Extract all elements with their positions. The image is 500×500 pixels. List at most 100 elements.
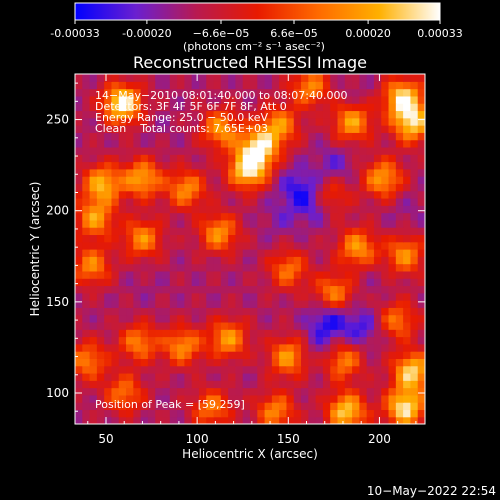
heatmap-cell [322, 227, 331, 236]
heatmap-cell [293, 300, 302, 308]
heatmap-cell [213, 227, 222, 236]
heatmap-cell [344, 183, 353, 192]
heatmap-cell [359, 307, 368, 316]
heatmap-cell [250, 358, 258, 367]
heatmap-cell [417, 351, 425, 359]
heatmap-cell [228, 249, 237, 257]
heatmap-cell [220, 387, 229, 396]
heatmap-cell [169, 278, 178, 287]
heatmap-cell [373, 110, 382, 119]
heatmap-cell [213, 219, 222, 228]
heatmap-cell [198, 205, 207, 214]
heatmap-cell [118, 117, 127, 126]
heatmap-cell [111, 256, 120, 265]
heatmap-cell [271, 416, 280, 424]
heatmap-cell [191, 249, 200, 257]
heatmap-cell [235, 409, 244, 418]
heatmap-cell [410, 95, 419, 104]
heatmap-cell [388, 351, 397, 359]
heatmap-cell [82, 372, 91, 381]
heatmap-cell [381, 336, 390, 345]
heatmap-cell [373, 372, 382, 381]
heatmap-cell [177, 241, 185, 250]
heatmap-cell [213, 161, 222, 170]
heatmap-cell [235, 154, 244, 163]
heatmap-cell [286, 139, 295, 148]
heatmap-cell [82, 103, 91, 112]
heatmap-cell [177, 219, 185, 228]
heatmap-cell [118, 154, 127, 163]
heatmap-cell [104, 212, 113, 221]
heatmap-cell [279, 365, 288, 374]
heatmap-cell [315, 81, 324, 90]
heatmap-cell [89, 146, 98, 155]
heatmap-cell [155, 307, 164, 316]
heatmap-cell [155, 132, 164, 141]
heatmap-cell [410, 132, 419, 141]
heatmap-cell [330, 321, 339, 330]
heatmap-cell [206, 117, 215, 126]
heatmap-cell [308, 358, 317, 367]
heatmap-cell [147, 402, 156, 411]
heatmap-cell [118, 380, 127, 389]
heatmap-cell [381, 307, 390, 316]
heatmap-cell [410, 292, 419, 301]
heatmap-cell [352, 74, 360, 82]
heatmap-cell [235, 117, 244, 126]
heatmap-cell [359, 241, 368, 250]
heatmap-cell [308, 139, 317, 148]
heatmap-cell [264, 197, 273, 206]
heatmap-cell [373, 95, 382, 104]
heatmap-cell [235, 190, 244, 199]
heatmap-cell [279, 329, 288, 338]
heatmap-cell [410, 380, 419, 389]
heatmap-cell [322, 168, 331, 177]
heatmap-cell [359, 358, 368, 367]
heatmap-cell [322, 307, 331, 316]
heatmap-cell [352, 372, 360, 381]
heatmap-cell [111, 183, 120, 192]
heatmap-cell [126, 132, 134, 141]
heatmap-cell [344, 307, 353, 316]
heatmap-cell [388, 95, 397, 104]
heatmap-cell [126, 329, 134, 338]
heatmap-cell [264, 329, 273, 338]
heatmap-cell [89, 110, 98, 119]
heatmap-cell [373, 394, 382, 403]
heatmap-cell [388, 270, 397, 279]
heatmap-cell [118, 285, 127, 294]
heatmap-cell [155, 343, 164, 352]
heatmap-cell [184, 125, 193, 133]
heatmap-cell [162, 103, 171, 112]
heatmap-cell [118, 132, 127, 141]
heatmap-cell [271, 197, 280, 206]
heatmap-cell [206, 168, 215, 177]
heatmap-cell [279, 351, 288, 359]
heatmap-cell [315, 234, 324, 243]
heatmap-cell [191, 146, 200, 155]
heatmap-cell [293, 176, 302, 184]
heatmap-cell [133, 95, 142, 104]
heatmap-cell [403, 219, 412, 228]
heatmap-cell [111, 329, 120, 338]
heatmap-cell [381, 103, 390, 112]
heatmap-cell [337, 409, 346, 418]
heatmap-cell [279, 387, 288, 396]
heatmap-cell [330, 227, 339, 236]
heatmap-cell [308, 263, 317, 272]
heatmap-cell [82, 300, 91, 308]
heatmap-cell [177, 234, 185, 243]
heatmap-cell [250, 394, 258, 403]
heatmap-cell [198, 321, 207, 330]
heatmap-cell [140, 387, 149, 396]
heatmap-cell [286, 212, 295, 221]
heatmap-cell [162, 307, 171, 316]
heatmap-cell [184, 365, 193, 374]
heatmap-cell [235, 74, 244, 82]
heatmap-cell [373, 117, 382, 126]
heatmap-cell [75, 146, 83, 155]
heatmap-cell [155, 234, 164, 243]
colorbar-tick-label: −6.6e−05 [193, 27, 250, 40]
heatmap-cell [242, 212, 251, 221]
heatmap-cell [177, 110, 185, 119]
